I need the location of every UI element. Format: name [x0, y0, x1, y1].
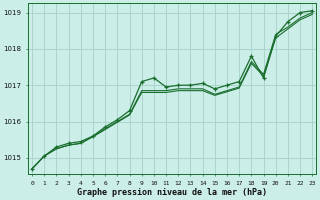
X-axis label: Graphe pression niveau de la mer (hPa): Graphe pression niveau de la mer (hPa): [77, 188, 267, 197]
